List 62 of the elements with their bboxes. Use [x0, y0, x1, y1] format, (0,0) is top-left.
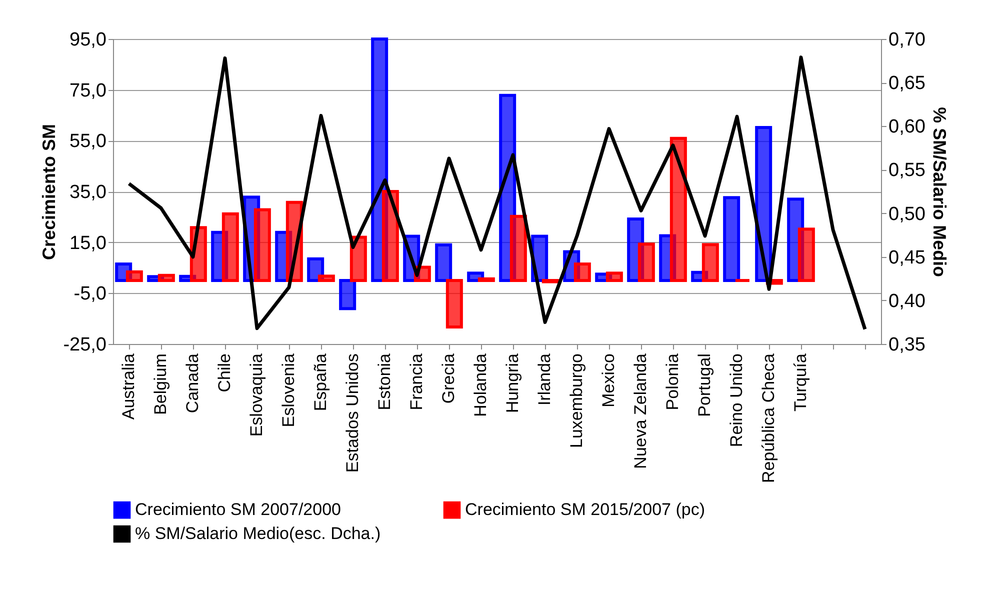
x-tick-label: Grecia [439, 352, 458, 404]
x-tick-label: Irlanda [535, 352, 554, 406]
bar [382, 190, 399, 282]
x-tick-label: Estonia [375, 352, 394, 410]
y-axis-title: Crecimiento SM [39, 124, 60, 260]
line-series [127, 56, 867, 331]
bar [638, 242, 655, 282]
x-tick-label: Luxemburgo [567, 354, 586, 448]
bar [723, 196, 740, 282]
x-tick-label: Hungria [503, 352, 522, 414]
x-tick-label: Estados Unidos [343, 354, 362, 473]
y2-tick-label: 0,35 [888, 334, 926, 356]
bar [606, 272, 623, 282]
x-tick-label: Francia [407, 352, 426, 410]
x-tick-label: Belgium [151, 354, 170, 415]
bar [339, 278, 356, 310]
x-tick-label: Mexico [599, 354, 618, 408]
y-tick-label: 95,0 [70, 30, 106, 50]
x-tick-label: Polonia [663, 352, 682, 410]
bar [318, 274, 335, 282]
x-tick-label: Chile [215, 354, 234, 392]
x-tick-label: España [311, 352, 330, 412]
y-tick-label: 55,0 [70, 131, 106, 152]
bar [574, 262, 591, 282]
bar [254, 208, 271, 282]
y2-tick-label: 0,50 [888, 204, 926, 225]
bar [446, 278, 463, 328]
y2-tick-label: 0,55 [888, 160, 926, 182]
bar [435, 243, 452, 282]
bar [126, 270, 143, 282]
bar [670, 136, 687, 282]
y-tick-label: 35,0 [70, 182, 106, 203]
bar [702, 243, 719, 282]
y-tick-label: -5,0 [74, 284, 106, 305]
bar [350, 236, 367, 282]
x-tick-label: República Checa [759, 352, 778, 483]
bar [510, 214, 527, 282]
legend-label: Crecimiento SM 2015/2007 (pc) [465, 500, 706, 520]
x-tick-label: Turquía [791, 352, 810, 412]
legend-label: % SM/Salario Medio(esc. Dcha.) [135, 524, 381, 543]
bar [307, 257, 324, 282]
x-tick-label: Nueva Zelanda [631, 352, 650, 469]
y2-tick-label: 0,45 [888, 247, 926, 268]
y-tick-label: -25,0 [63, 334, 106, 356]
y2-tick-label: 0,65 [888, 73, 926, 94]
y2-tick-label: 0,70 [888, 30, 926, 50]
x-tick-label: Canada [183, 352, 202, 414]
x-tick-label: Eslovenia [279, 352, 298, 428]
y-tick-label: 15,0 [70, 232, 106, 254]
y2-axis-title: % SM/Salario Medio [929, 106, 950, 278]
bar [798, 228, 815, 282]
bar [158, 274, 175, 282]
bar [222, 212, 239, 282]
x-tick-label: Eslovaquia [247, 352, 266, 437]
x-tick-label: Holanda [471, 352, 490, 417]
y2-tick-label: 0,40 [888, 290, 926, 312]
x-tick-label: Portugal [695, 354, 714, 417]
x-tick-label: Reino Unido [727, 354, 746, 448]
y2-tick-label: 0,60 [888, 116, 926, 138]
y-tick-label: 75,0 [70, 80, 106, 102]
x-tick-label: Australia [119, 352, 138, 420]
legend-label: Crecimiento SM 2007/2000 [135, 500, 342, 520]
